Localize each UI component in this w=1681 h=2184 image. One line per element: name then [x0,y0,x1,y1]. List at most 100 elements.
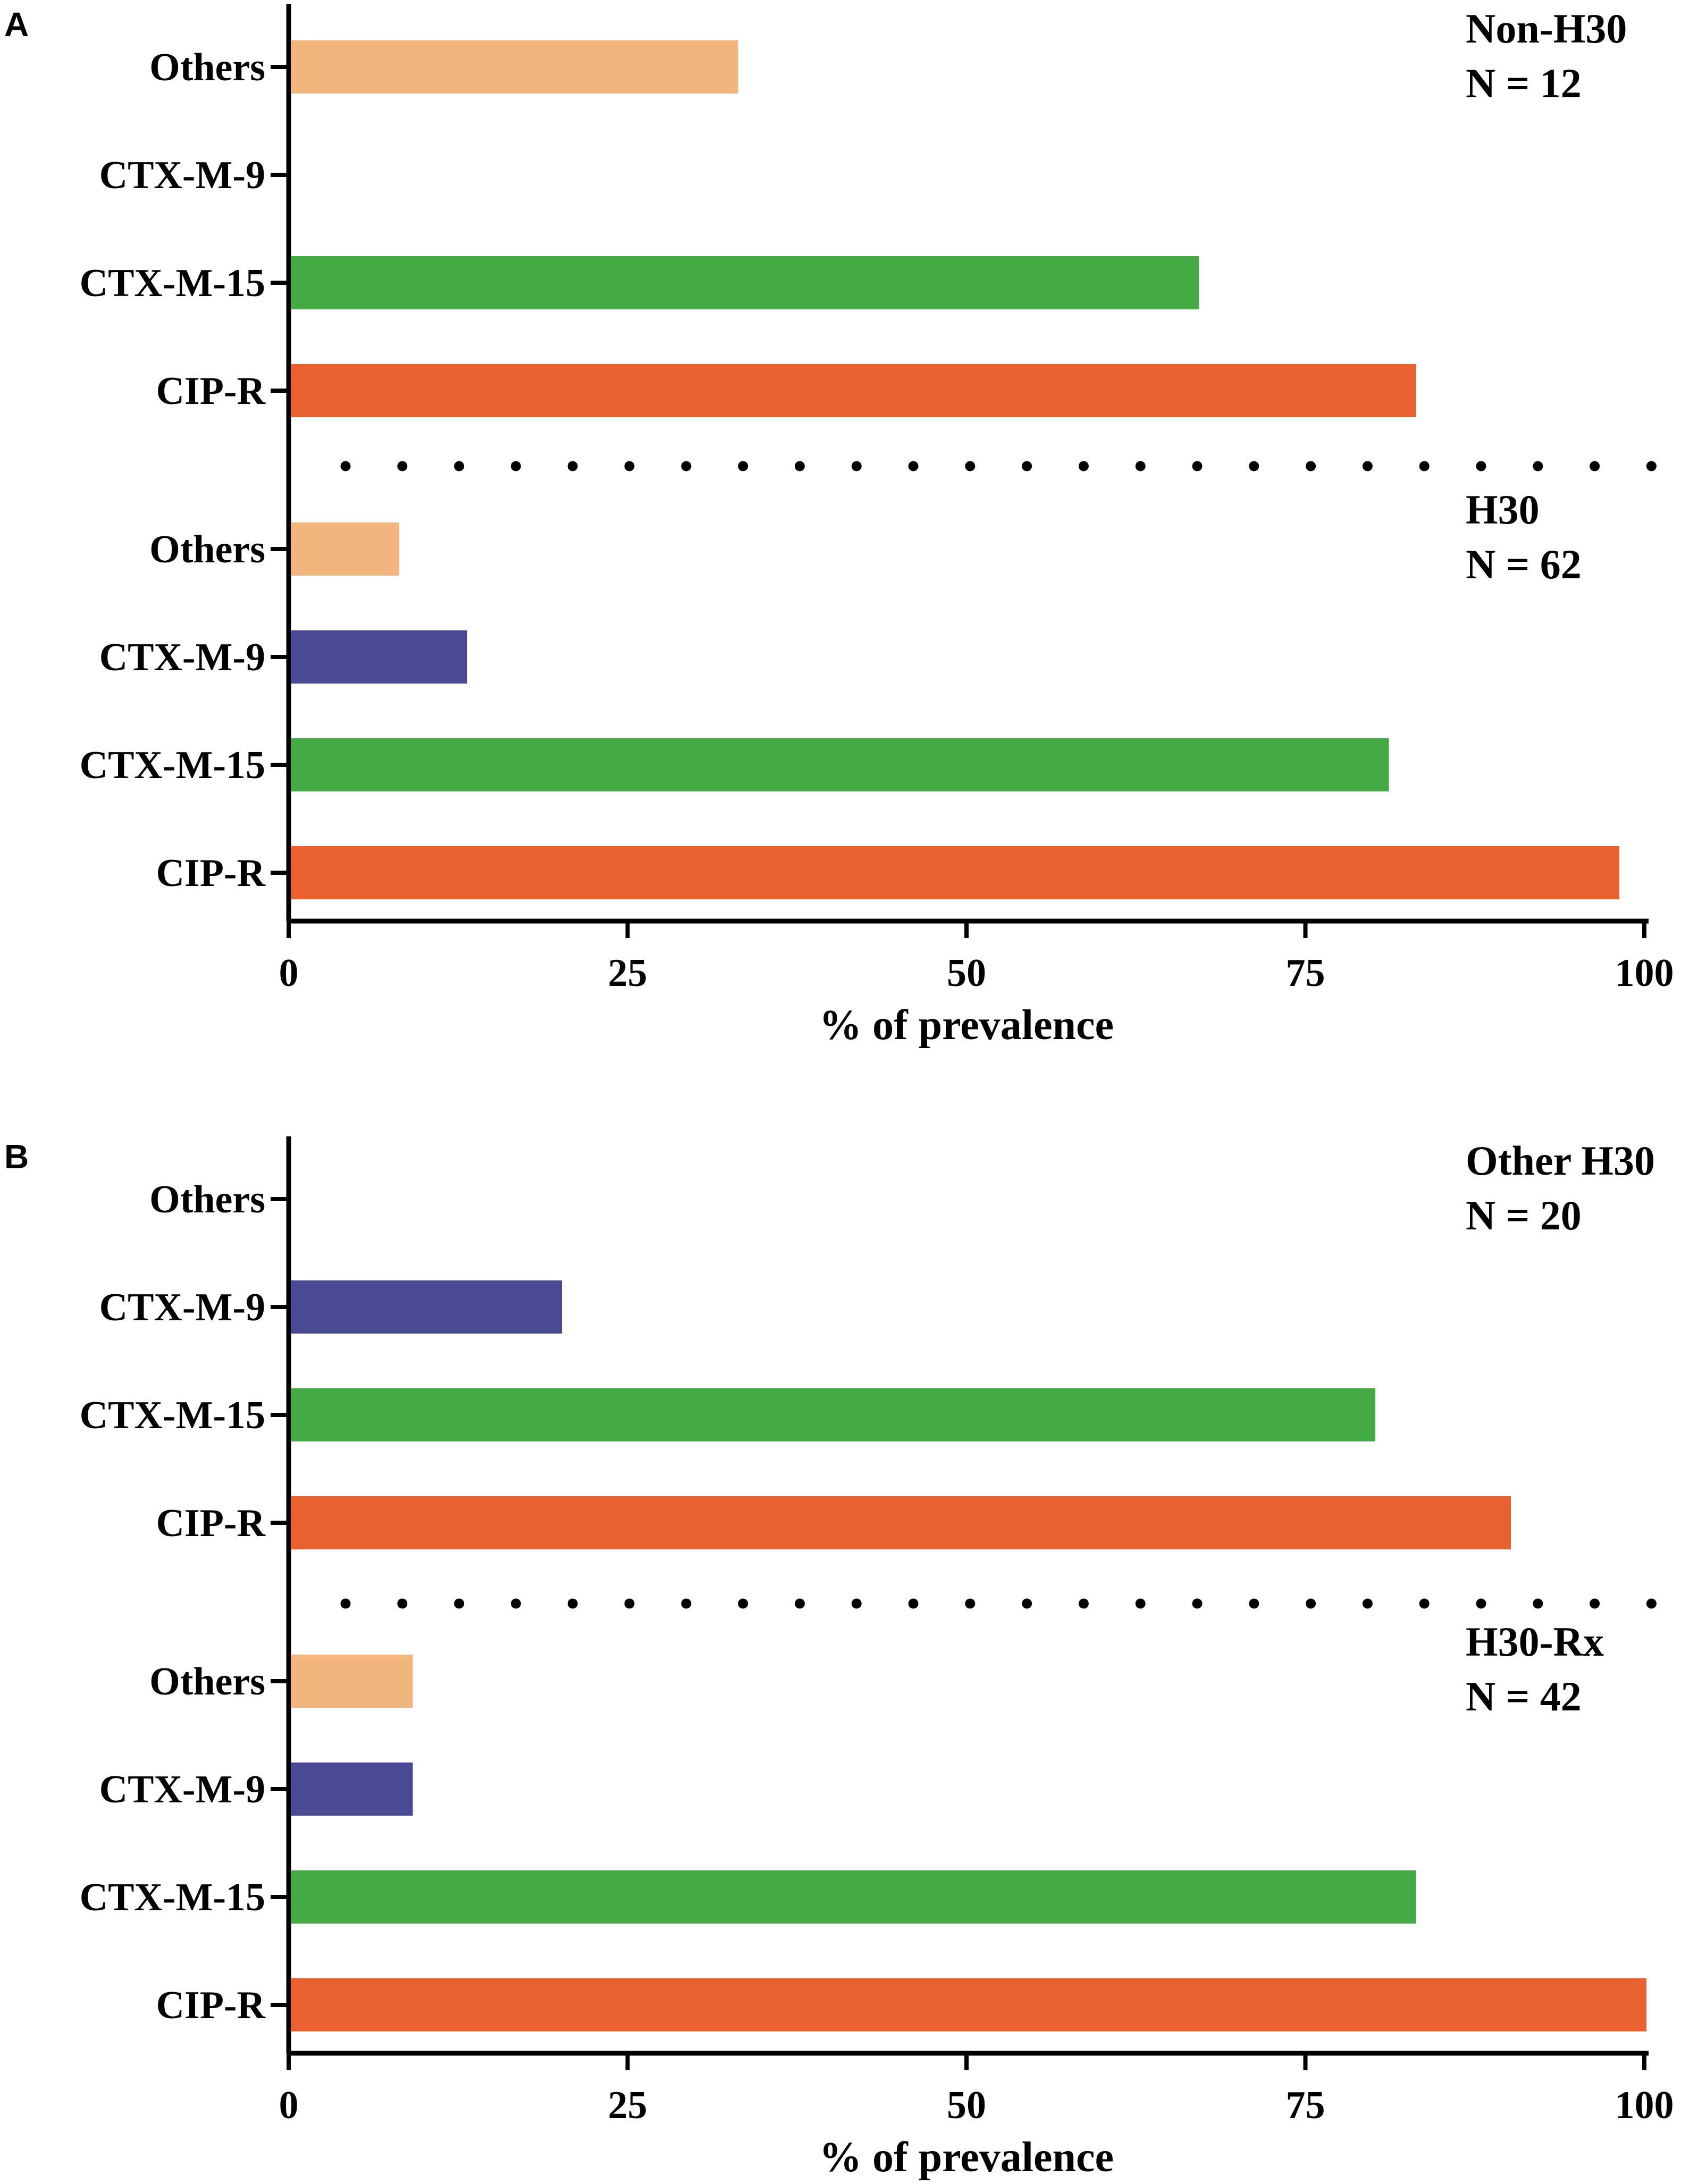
group-separator-dot [1022,1598,1032,1609]
group-separator-dot [851,461,862,471]
group-separator-dot [1135,461,1146,471]
group-separator-dot [1249,461,1259,471]
group-separator-dot [1192,461,1203,471]
group-separator-dot [738,1598,749,1609]
x-tick-label-100: 100 [1615,2084,1674,2127]
group-separator-dot [567,1598,578,1609]
group-name-label: H30-Rx [1466,1618,1604,1665]
group-name-label: Other H30 [1466,1137,1655,1184]
group-separator-dot [1533,1598,1543,1609]
bar-ctx-m-9 [291,1280,562,1334]
x-tick-label-50: 50 [947,951,986,995]
category-label: CIP-R [156,1502,266,1545]
x-tick-label-0: 0 [279,2084,299,2127]
group-separator-dot [908,1598,919,1609]
bar-ctx-m-15 [291,738,1389,791]
x-axis-title: % of prevalence [819,2134,1114,2181]
group-separator-dot [1590,461,1600,471]
group-name-label: Non-H30 [1466,5,1627,52]
group-separator-dot [510,1598,521,1609]
group-separator-dot [340,461,351,471]
category-label: CIP-R [156,369,266,413]
group-n-label: N = 62 [1466,541,1582,587]
category-label: CTX-M-9 [99,154,265,197]
category-label: Others [149,46,265,89]
group-separator-dot [851,1598,862,1609]
category-label: CTX-M-15 [80,262,265,305]
panel-label-B: B [4,1137,29,1176]
group-separator-dot [1192,1598,1203,1609]
group-separator-dot [1306,1598,1316,1609]
group-separator-dot [1646,1598,1657,1609]
group-separator-dot [681,1598,692,1609]
x-tick-label-25: 25 [608,2084,648,2127]
group-n-label: N = 42 [1466,1673,1582,1719]
bar-cip-r [291,1496,1511,1549]
group-separator-dot [454,1598,465,1609]
group-separator-dot [1419,1598,1430,1609]
group-separator-dot [1533,461,1543,471]
group-name-label: H30 [1466,486,1540,533]
group-separator-dot [624,461,635,471]
group-separator-dot [567,461,578,471]
group-separator-dot [1135,1598,1146,1609]
x-tick-label-50: 50 [947,2084,986,2127]
bar-cip-r [291,1978,1646,2031]
group-separator-dot [1476,461,1486,471]
bar-others [291,40,738,94]
x-tick-label-0: 0 [279,951,299,995]
category-label: CIP-R [156,1984,266,2027]
bar-cip-r [291,364,1416,417]
x-axis-title: % of prevalence [819,1002,1114,1049]
bar-ctx-m-9 [291,630,467,684]
category-label: CTX-M-15 [80,744,265,787]
category-label: CTX-M-15 [80,1394,265,1437]
group-separator-dot [397,461,408,471]
category-label: Others [149,1178,265,1221]
category-label: CTX-M-9 [99,636,265,679]
bar-ctx-m-15 [291,256,1199,309]
bar-others [291,522,399,576]
group-separator-dot [738,461,749,471]
group-n-label: N = 20 [1466,1192,1582,1238]
group-separator-dot [1249,1598,1259,1609]
category-label: CTX-M-9 [99,1286,265,1329]
group-separator-dot [1419,461,1430,471]
category-label: Others [149,528,265,571]
x-tick-label-100: 100 [1615,951,1674,995]
group-separator-dot [794,461,805,471]
group-separator-dot [340,1598,351,1609]
bar-cip-r [291,846,1619,899]
x-tick-label-25: 25 [608,951,648,995]
group-separator-dot [1362,1598,1373,1609]
bar-ctx-m-15 [291,1870,1416,1924]
bar-others [291,1655,413,1708]
group-separator-dot [965,1598,976,1609]
group-separator-dot [1476,1598,1486,1609]
group-separator-dot [397,1598,408,1609]
x-tick-label-75: 75 [1286,951,1325,995]
category-label: CIP-R [156,851,266,895]
group-separator-dot [965,461,976,471]
group-separator-dot [624,1598,635,1609]
group-separator-dot [510,461,521,471]
group-separator-dot [1306,461,1316,471]
group-separator-dot [908,461,919,471]
group-n-label: N = 12 [1466,60,1582,106]
x-tick-label-75: 75 [1286,2084,1325,2127]
category-label: CTX-M-9 [99,1768,265,1811]
group-separator-dot [1022,461,1032,471]
group-separator-dot [1362,461,1373,471]
category-label: Others [149,1660,265,1704]
group-separator-dot [794,1598,805,1609]
group-separator-dot [681,461,692,471]
panel-label-A: A [4,5,29,44]
group-separator-dot [1078,1598,1089,1609]
group-separator-dot [1590,1598,1600,1609]
bar-ctx-m-9 [291,1763,413,1816]
group-separator-dot [1078,461,1089,471]
bar-ctx-m-15 [291,1388,1375,1441]
group-separator-dot [1646,461,1657,471]
category-label: CTX-M-15 [80,1876,265,1919]
